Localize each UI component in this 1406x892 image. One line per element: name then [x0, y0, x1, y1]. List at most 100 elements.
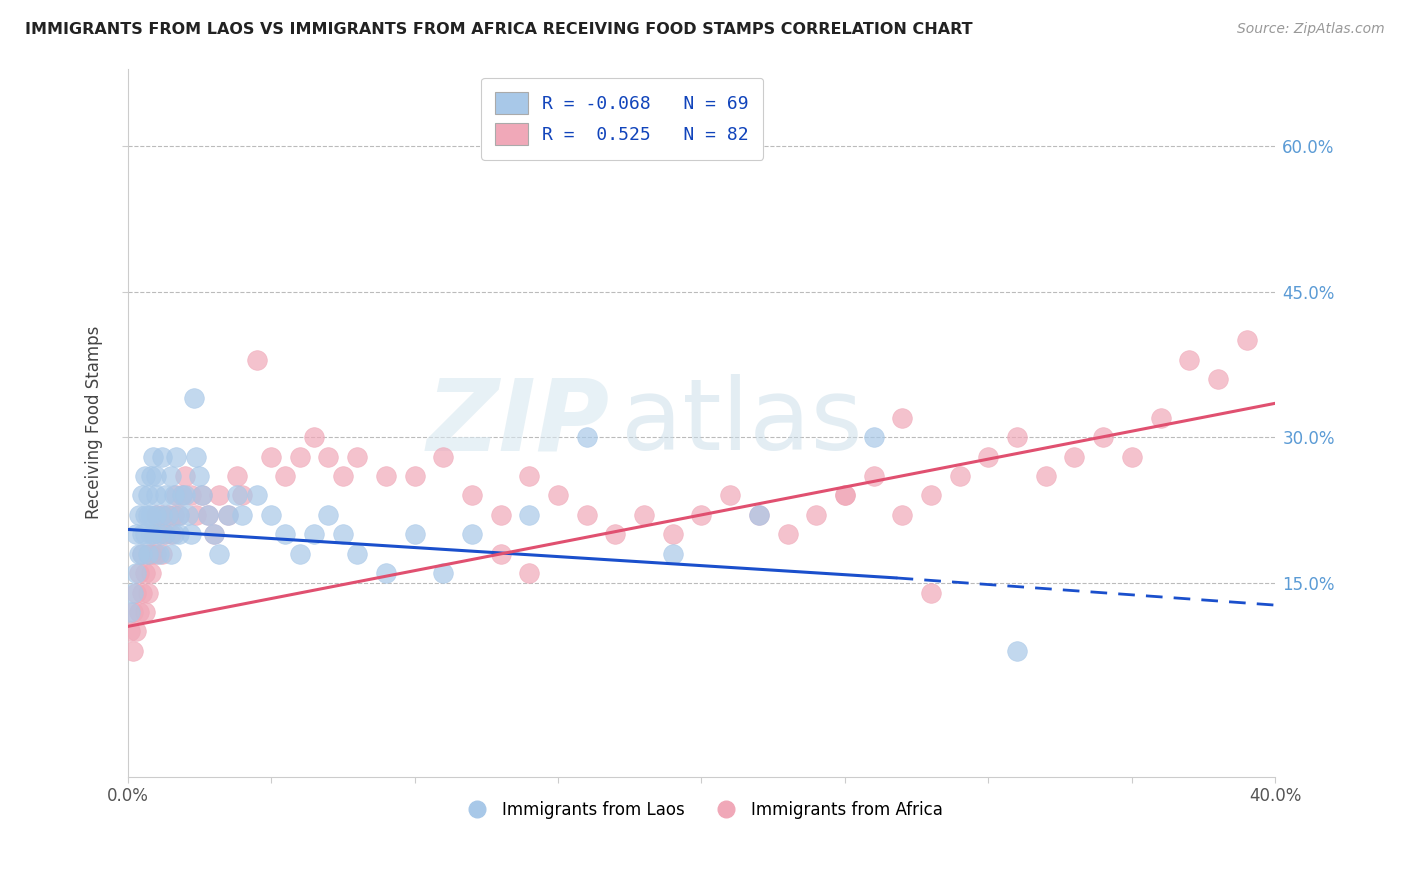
Point — [136, 547, 159, 561]
Point — [1005, 644, 1028, 658]
Point — [432, 566, 454, 580]
Point — [575, 508, 598, 522]
Point — [302, 430, 325, 444]
Point — [145, 488, 167, 502]
Point — [174, 488, 197, 502]
Point — [159, 527, 181, 541]
Point — [136, 488, 159, 502]
Point — [122, 644, 145, 658]
Point — [153, 527, 176, 541]
Point — [150, 508, 173, 522]
Point — [834, 488, 856, 502]
Point — [128, 605, 150, 619]
Point — [136, 547, 159, 561]
Point — [517, 508, 540, 522]
Point — [134, 527, 156, 541]
Point — [120, 605, 142, 619]
Point — [186, 508, 208, 522]
Point — [920, 585, 942, 599]
Point — [183, 392, 205, 406]
Point — [225, 469, 247, 483]
Point — [318, 508, 340, 522]
Legend: Immigrants from Laos, Immigrants from Africa: Immigrants from Laos, Immigrants from Af… — [453, 794, 949, 825]
Text: ZIP: ZIP — [426, 374, 610, 471]
Point — [156, 508, 179, 522]
Point — [1236, 333, 1258, 347]
Point — [1063, 450, 1085, 464]
Point — [718, 488, 741, 502]
Point — [125, 566, 148, 580]
Point — [1005, 430, 1028, 444]
Point — [231, 508, 253, 522]
Point — [148, 527, 170, 541]
Point — [318, 450, 340, 464]
Text: atlas: atlas — [621, 374, 863, 471]
Point — [125, 527, 148, 541]
Point — [122, 605, 145, 619]
Point — [134, 605, 156, 619]
Point — [1149, 410, 1171, 425]
Point — [374, 469, 396, 483]
Point — [332, 469, 354, 483]
Point — [217, 508, 239, 522]
Point — [231, 488, 253, 502]
Point — [274, 469, 297, 483]
Point — [489, 508, 512, 522]
Point — [177, 508, 200, 522]
Point — [547, 488, 569, 502]
Point — [153, 527, 176, 541]
Point — [172, 488, 194, 502]
Point — [120, 624, 142, 639]
Point — [150, 450, 173, 464]
Point — [145, 508, 167, 522]
Point — [159, 469, 181, 483]
Point — [122, 585, 145, 599]
Point — [180, 527, 202, 541]
Point — [134, 508, 156, 522]
Point — [125, 624, 148, 639]
Point — [139, 508, 162, 522]
Point — [128, 566, 150, 580]
Point — [489, 547, 512, 561]
Point — [139, 547, 162, 561]
Point — [139, 527, 162, 541]
Point — [690, 508, 713, 522]
Point — [167, 527, 190, 541]
Point — [346, 450, 368, 464]
Point — [165, 488, 187, 502]
Point — [148, 547, 170, 561]
Point — [374, 566, 396, 580]
Point — [131, 547, 153, 561]
Point — [150, 508, 173, 522]
Point — [148, 527, 170, 541]
Point — [1121, 450, 1143, 464]
Point — [142, 450, 165, 464]
Point — [432, 450, 454, 464]
Point — [1035, 469, 1057, 483]
Point — [920, 488, 942, 502]
Point — [633, 508, 655, 522]
Point — [145, 547, 167, 561]
Point — [128, 508, 150, 522]
Point — [162, 508, 184, 522]
Point — [217, 508, 239, 522]
Point — [225, 488, 247, 502]
Point — [274, 527, 297, 541]
Point — [260, 508, 283, 522]
Point — [191, 488, 214, 502]
Point — [125, 585, 148, 599]
Point — [260, 450, 283, 464]
Point — [1178, 352, 1201, 367]
Point — [404, 527, 426, 541]
Point — [142, 527, 165, 541]
Point — [302, 527, 325, 541]
Point — [150, 547, 173, 561]
Point — [332, 527, 354, 541]
Point — [131, 585, 153, 599]
Point — [461, 488, 484, 502]
Point — [776, 527, 799, 541]
Point — [806, 508, 828, 522]
Point — [153, 488, 176, 502]
Point — [156, 508, 179, 522]
Point — [131, 547, 153, 561]
